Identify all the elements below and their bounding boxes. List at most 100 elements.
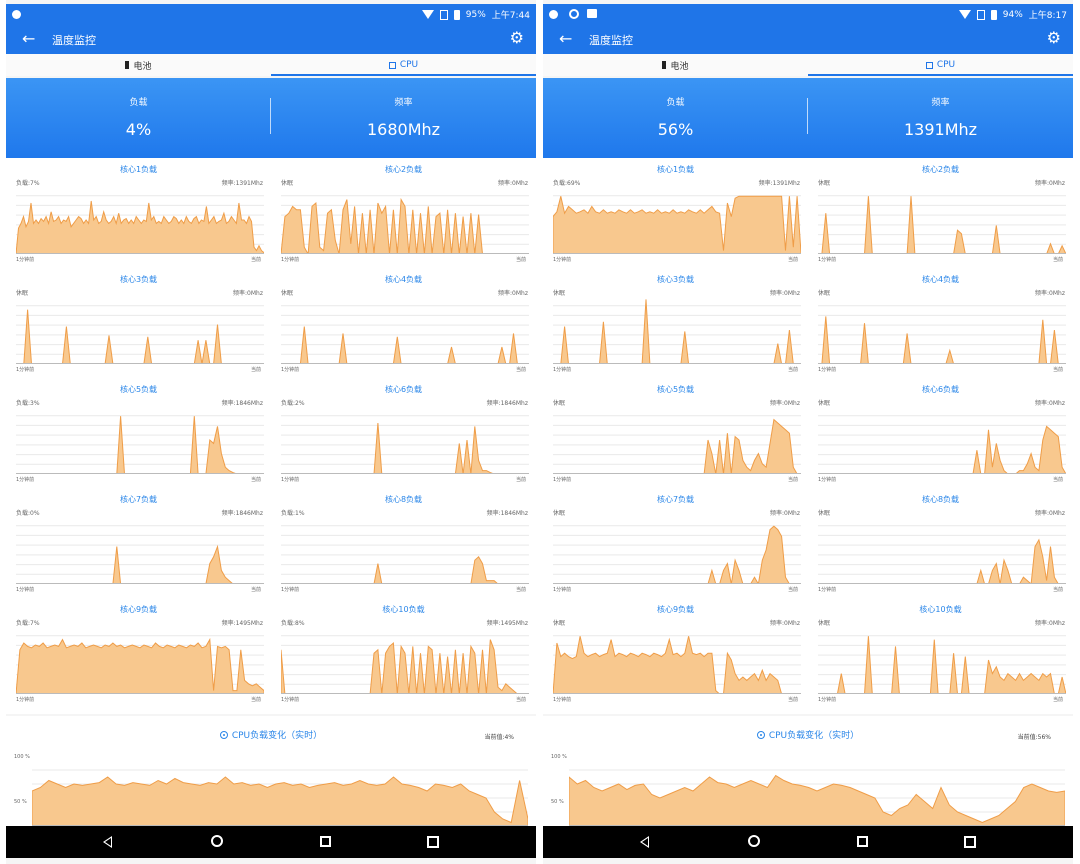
nav-recents-icon[interactable] (320, 836, 331, 847)
core-freq: 频率:0Mhz (1035, 620, 1065, 627)
core-load: 负载:69% (553, 180, 581, 187)
radio-icon (756, 731, 765, 739)
core-load: 休眠 (553, 400, 566, 407)
core-freq: 频率:1846Mhz (221, 510, 263, 517)
cpu-load-area (569, 769, 1065, 826)
battery-percent: 95% (465, 9, 486, 20)
core-freq: 频率:0Mhz (770, 400, 800, 407)
summary-divider (807, 98, 808, 134)
core-load: 负载:7% (16, 620, 40, 627)
gear-icon[interactable]: ⚙ (1046, 28, 1061, 47)
core-title: 核心2负载 (921, 165, 960, 174)
core-title: 核心1负载 (119, 165, 158, 174)
core-sparkline (16, 195, 264, 254)
clock: 上午8:17 (1028, 11, 1067, 21)
nav-home-icon[interactable] (211, 835, 223, 847)
core-load: 负载:2% (281, 400, 305, 407)
core-title: 核心6负载 (921, 385, 960, 394)
chart-title-text: CPU负载变化（实时） (231, 731, 323, 741)
battery-tab-icon (125, 61, 130, 69)
battery-icon (990, 9, 997, 20)
nav-home-icon[interactable] (748, 835, 760, 847)
axis-start-label: 1分钟前 (16, 697, 35, 703)
chart-title-text: CPU负载变化（实时） (768, 731, 860, 741)
nav-back-icon[interactable] (103, 836, 112, 848)
core-freq: 频率:1846Mhz (486, 400, 528, 407)
core-freq: 频率:0Mhz (233, 290, 263, 297)
core-title: 核心3负载 (656, 275, 695, 284)
load-label: 负载 (129, 98, 148, 108)
core-freq: 频率:0Mhz (770, 290, 800, 297)
axis-start-label: 1分钟前 (818, 587, 837, 593)
tab-bar: 电池 CPU (6, 54, 536, 76)
tab-battery-label: 电池 (670, 61, 689, 72)
app-toolbar: ← 温度监控 ⚙ (6, 24, 536, 54)
core-title: 核心5负载 (119, 385, 158, 394)
android-nav-bar (6, 826, 536, 858)
core-freq: 频率:1495Mhz (221, 620, 263, 627)
core-sparkline (281, 525, 529, 584)
y-axis-100-label: 100 % (14, 754, 30, 760)
android-nav-bar (543, 826, 1073, 858)
y-axis-100-label: 100 % (551, 754, 567, 760)
axis-start-label: 1分钟前 (16, 477, 35, 483)
core-4-chart: 核心4负载 休眠 频率:0Mhz 1分钟前 当前 (808, 268, 1073, 378)
nav-screenshot-icon[interactable] (964, 836, 976, 848)
core-sparkline (818, 635, 1066, 694)
core-load: 负载:1% (281, 510, 305, 517)
core-6-chart: 核心6负载 休眠 频率:0Mhz 1分钟前 当前 (808, 378, 1073, 488)
axis-start-label: 1分钟前 (553, 477, 572, 483)
axis-start-label: 1分钟前 (553, 367, 572, 373)
core-sparkline (553, 415, 801, 474)
tab-cpu[interactable]: CPU (271, 54, 536, 76)
axis-start-label: 1分钟前 (16, 367, 35, 373)
core-load: 休眠 (553, 290, 566, 297)
core-3-chart: 核心3负载 休眠 频率:0Mhz 1分钟前 当前 (6, 268, 271, 378)
tab-indicator (808, 74, 1073, 76)
core-8-chart: 核心8负载 休眠 频率:0Mhz 1分钟前 当前 (808, 488, 1073, 598)
load-area (818, 196, 1066, 254)
nav-screenshot-icon[interactable] (427, 836, 439, 848)
back-arrow-icon[interactable]: ← (22, 29, 36, 48)
core-title: 核心3负载 (119, 275, 158, 284)
core-title: 核心8负载 (384, 495, 423, 504)
wifi-icon (958, 10, 971, 19)
axis-end-label: 当前 (515, 257, 526, 263)
core-title: 核心7负载 (656, 495, 695, 504)
tab-battery[interactable]: 电池 (543, 54, 808, 76)
nav-back-icon[interactable] (640, 836, 649, 848)
core-load: 负载:8% (281, 620, 305, 627)
axis-start-label: 1分钟前 (281, 367, 300, 373)
load-area (553, 195, 801, 254)
cpu-load-area (32, 769, 528, 826)
core-grid: 核心1负载 负载:7% 频率:1391Mhz 1分钟前 当前 核心2负载 休眠 … (6, 158, 536, 714)
load-area (553, 299, 801, 364)
tab-battery[interactable]: 电池 (6, 54, 271, 76)
y-axis-50-label: 50 % (551, 799, 564, 805)
tab-cpu[interactable]: CPU (808, 54, 1073, 76)
load-value: 4% (125, 120, 152, 139)
load-area (818, 538, 1066, 584)
core-title: 核心10负载 (919, 605, 962, 614)
core-freq: 频率:1495Mhz (486, 620, 528, 627)
screen-right: 94% 上午8:17 ← 温度监控 ⚙ 电池 CPU 负载 56% 频率 139… (543, 0, 1073, 864)
axis-end-label: 当前 (1052, 477, 1063, 483)
back-arrow-icon[interactable]: ← (559, 29, 573, 48)
core-6-chart: 核心6负载 负载:2% 频率:1846Mhz 1分钟前 当前 (271, 378, 536, 488)
axis-end-label: 当前 (1052, 697, 1063, 703)
battery-tab-icon (662, 61, 667, 69)
core-load: 休眠 (281, 180, 294, 187)
axis-start-label: 1分钟前 (16, 257, 35, 263)
core-title: 核心4负载 (384, 275, 423, 284)
core-freq: 频率:0Mhz (1035, 180, 1065, 187)
app-title: 温度监控 (589, 34, 633, 47)
load-area (818, 636, 1066, 694)
core-load: 休眠 (818, 510, 831, 517)
core-load: 休眠 (818, 180, 831, 187)
gear-icon[interactable]: ⚙ (509, 28, 524, 47)
load-area (281, 556, 529, 584)
core-2-chart: 核心2负载 休眠 频率:0Mhz 1分钟前 当前 (808, 158, 1073, 268)
axis-start-label: 1分钟前 (818, 697, 837, 703)
nav-recents-icon[interactable] (857, 836, 868, 847)
load-area (569, 774, 1065, 826)
